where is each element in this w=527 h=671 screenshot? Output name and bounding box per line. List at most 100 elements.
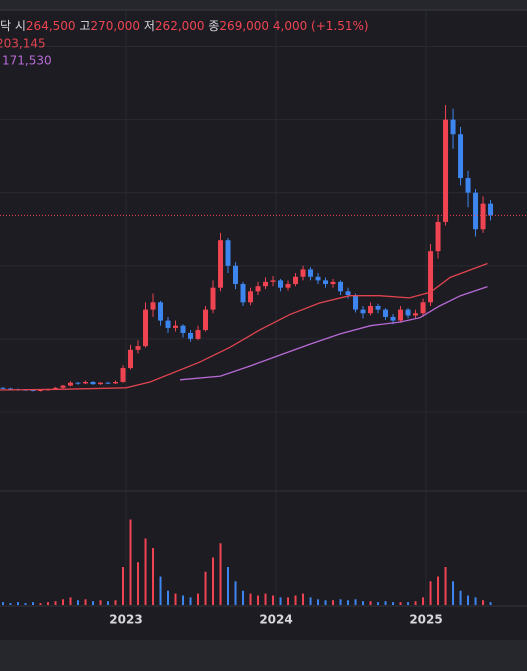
candle-body bbox=[30, 390, 36, 391]
candle-body bbox=[180, 325, 186, 333]
candle-body bbox=[8, 388, 14, 390]
volume-bar bbox=[249, 593, 252, 605]
candle-body bbox=[368, 305, 374, 314]
candle-body bbox=[285, 284, 291, 288]
candle-body bbox=[120, 368, 126, 382]
candle-body bbox=[420, 302, 426, 314]
x-tick-label: 2025 bbox=[409, 613, 442, 627]
volume-bar bbox=[399, 602, 402, 605]
candle-body bbox=[308, 269, 314, 277]
candle-body bbox=[0, 387, 6, 389]
volume-bar bbox=[489, 602, 492, 605]
volume-bar bbox=[167, 590, 170, 605]
grid bbox=[0, 10, 527, 605]
volume-bar bbox=[17, 602, 20, 605]
low: 262,000 bbox=[155, 19, 205, 33]
volume-bar bbox=[197, 593, 200, 605]
volume-bar bbox=[189, 597, 192, 605]
candle-body bbox=[465, 178, 471, 193]
candle-body bbox=[300, 269, 306, 277]
candle-body bbox=[68, 382, 74, 386]
candle-body bbox=[315, 276, 321, 281]
candle-body bbox=[375, 305, 381, 310]
x-tick-label: 2024 bbox=[259, 613, 292, 627]
volume-bar bbox=[482, 600, 485, 605]
moving-average bbox=[0, 262, 488, 391]
volume-bar bbox=[354, 599, 357, 605]
candle-body bbox=[188, 333, 194, 339]
volume-bar bbox=[362, 601, 365, 605]
close-label: 종 bbox=[208, 19, 219, 33]
volume-bar bbox=[437, 576, 440, 605]
volume-bar bbox=[474, 597, 477, 605]
volume-bar bbox=[287, 597, 290, 605]
volume-bar bbox=[69, 597, 72, 605]
volume-bar bbox=[174, 593, 177, 605]
volume-bar bbox=[114, 600, 117, 605]
volume-bar bbox=[414, 601, 417, 605]
volume-bar bbox=[137, 562, 140, 605]
volume-bar bbox=[384, 601, 387, 605]
volume-bar bbox=[392, 602, 395, 605]
plot bbox=[0, 105, 527, 605]
volume-bar bbox=[212, 557, 215, 605]
candle-body bbox=[53, 387, 59, 390]
bottom-bar bbox=[0, 640, 527, 671]
volume-bar bbox=[227, 567, 230, 605]
candle-body bbox=[195, 330, 201, 339]
volume-bar bbox=[24, 603, 27, 605]
candle-body bbox=[90, 381, 96, 385]
candle-body bbox=[263, 281, 269, 287]
volume-bar bbox=[422, 597, 425, 605]
volume-bar bbox=[444, 567, 447, 605]
volume-bar bbox=[152, 548, 155, 605]
volume-bar bbox=[122, 567, 125, 605]
candle-body bbox=[240, 284, 246, 303]
volume-bar bbox=[257, 595, 260, 605]
volume-bar bbox=[302, 593, 305, 605]
candle-body bbox=[225, 240, 231, 266]
candle-body bbox=[38, 390, 44, 391]
volume-bar bbox=[2, 602, 5, 605]
candle-body bbox=[473, 192, 479, 230]
volume-bar bbox=[144, 538, 147, 605]
candle-body bbox=[390, 316, 396, 321]
candle-body bbox=[450, 119, 456, 135]
candle-body bbox=[330, 281, 336, 285]
candle-body bbox=[293, 276, 299, 285]
candle-body bbox=[135, 346, 141, 350]
candle-body bbox=[248, 291, 254, 303]
volume-bar bbox=[279, 597, 282, 605]
volume-bar bbox=[9, 603, 12, 605]
candle-body bbox=[323, 280, 329, 285]
open: 264,500 bbox=[26, 19, 76, 33]
high: 270,000 bbox=[90, 19, 140, 33]
candle-body bbox=[113, 381, 119, 384]
volume-bar bbox=[339, 599, 342, 605]
volume-bar bbox=[332, 600, 335, 605]
volume-bar bbox=[264, 593, 267, 605]
candle-body bbox=[428, 251, 434, 303]
candle-body bbox=[255, 286, 261, 292]
volume-bar bbox=[294, 595, 297, 605]
volume-bar bbox=[204, 571, 207, 605]
candle-body bbox=[383, 309, 389, 317]
low-label: 저 bbox=[144, 19, 155, 33]
close: 269,000 bbox=[219, 19, 269, 33]
volume-bar bbox=[347, 600, 350, 605]
ma-value: 203,145 bbox=[0, 37, 46, 51]
volume-bar bbox=[77, 600, 80, 605]
volume-bar bbox=[129, 519, 132, 605]
volume-bar bbox=[429, 581, 432, 605]
volume-bar bbox=[242, 590, 245, 605]
volume-bar bbox=[99, 600, 102, 605]
volume-bar bbox=[39, 603, 42, 605]
volume-bar bbox=[272, 595, 275, 605]
volume-bar bbox=[317, 599, 320, 605]
candle-body bbox=[98, 382, 104, 385]
high-label: 고 bbox=[79, 19, 90, 33]
volume-bar bbox=[369, 601, 372, 605]
quote: 닥 시264,500 고270,000 저262,000 종269,000 4,… bbox=[0, 19, 369, 33]
